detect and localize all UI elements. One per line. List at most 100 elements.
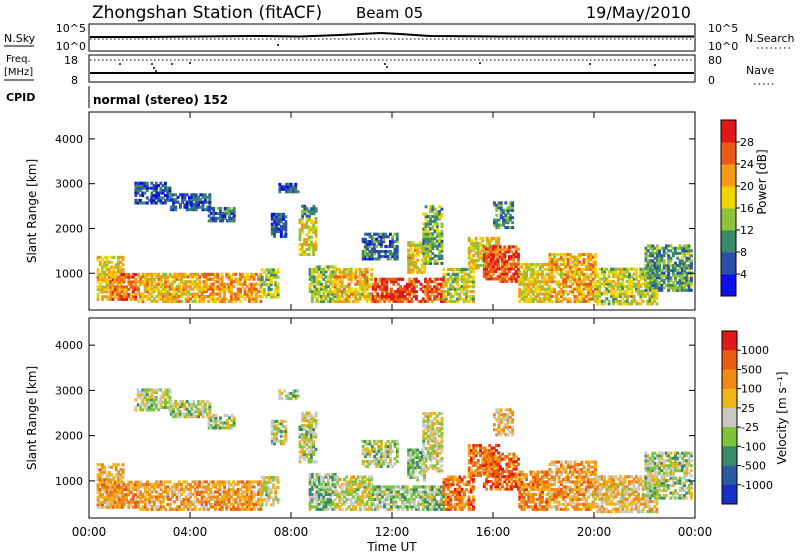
echo-cell: [172, 198, 175, 202]
echo-cell: [401, 287, 405, 291]
echo-cell: [424, 252, 428, 256]
echo-cell: [324, 280, 328, 284]
echo-cell: [619, 277, 622, 281]
echo-cell: [382, 250, 386, 254]
echo-cell: [380, 297, 384, 301]
echo-cell: [166, 388, 170, 392]
echo-cell: [361, 285, 365, 289]
echo-cell: [96, 485, 100, 489]
echo-cell: [495, 254, 498, 258]
echo-cell: [529, 299, 533, 303]
echo-cell: [326, 267, 330, 271]
echo-cell: [116, 505, 119, 509]
echo-cell: [284, 225, 288, 229]
echo-cell: [164, 189, 167, 193]
echo-cell: [326, 478, 330, 482]
echo-cell: [469, 275, 473, 279]
echo-cell: [250, 480, 254, 484]
echo-cell: [582, 297, 586, 301]
velocity-echo-field: [96, 388, 693, 514]
echo-cell: [103, 495, 107, 499]
echo-cell: [172, 200, 175, 204]
echo-cell: [564, 263, 568, 267]
echo-cell: [520, 275, 524, 279]
echo-cell: [198, 290, 202, 294]
echo-cell: [349, 275, 353, 279]
echo-cell: [534, 263, 538, 267]
echo-cell: [98, 480, 102, 484]
echo-cell: [208, 195, 212, 199]
echo-cell: [474, 266, 478, 270]
echo-cell: [148, 487, 152, 491]
echo-cell: [239, 500, 242, 504]
echo-cell: [614, 272, 618, 276]
echo-cell: [644, 246, 648, 250]
echo-cell: [619, 294, 622, 298]
echo-cell: [145, 181, 149, 185]
echo-cell: [403, 290, 407, 294]
echo-cell: [177, 287, 181, 291]
echo-cell: [338, 285, 342, 289]
echo-cell: [418, 241, 422, 245]
echo-cell: [307, 248, 311, 252]
echo-cell: [685, 259, 689, 263]
echo-cell: [522, 285, 526, 289]
echo-cell: [667, 259, 671, 263]
echo-cell: [157, 280, 161, 284]
echo-cell: [161, 201, 165, 205]
echo-cell: [575, 280, 579, 284]
echo-cell: [250, 500, 254, 504]
echo-cell: [282, 419, 286, 423]
echo-cell: [573, 299, 577, 303]
echo-cell: [669, 269, 673, 273]
echo-cell: [269, 270, 273, 274]
echo-cell: [503, 262, 507, 266]
echo-cell: [463, 277, 466, 281]
echo-cell: [600, 267, 604, 271]
echo-cell: [669, 264, 673, 268]
echo-cell: [103, 485, 107, 489]
echo-cell: [358, 292, 362, 296]
echo-cell: [265, 295, 269, 299]
echo-cell: [405, 282, 409, 286]
echo-cell: [137, 272, 140, 276]
echo-cell: [193, 480, 197, 484]
echo-cell: [578, 277, 581, 281]
echo-cell: [152, 184, 156, 188]
echo-cell: [550, 260, 554, 264]
echo-cell: [370, 235, 374, 239]
echo-cell: [285, 394, 289, 398]
echo-cell: [444, 290, 448, 294]
echo-cell: [548, 297, 552, 301]
echo-cell: [465, 280, 469, 284]
echo-cell: [646, 249, 650, 253]
echo-cell: [164, 290, 168, 294]
echo-cell: [116, 488, 119, 492]
echo-cell: [326, 492, 330, 496]
echo-cell: [312, 416, 316, 420]
echo-cell: [368, 285, 371, 289]
echo-cell: [223, 209, 227, 213]
echo-cell: [553, 295, 556, 299]
echo-cell: [426, 237, 430, 241]
echo-cell: [298, 442, 302, 446]
echo-cell: [512, 257, 516, 261]
echo-cell: [300, 223, 304, 227]
echo-cell: [651, 259, 655, 263]
echo-cell: [191, 480, 195, 484]
echo-cell: [625, 297, 629, 301]
echo-cell: [313, 485, 317, 489]
echo-cell: [354, 290, 358, 294]
echo-cell: [175, 275, 179, 279]
echo-cell: [649, 269, 652, 273]
echo-cell: [105, 498, 109, 502]
echo-cell: [603, 284, 606, 288]
echo-cell: [392, 295, 396, 299]
echo-cell: [503, 277, 507, 281]
echo-cell: [197, 402, 200, 406]
echo-cell: [125, 275, 128, 279]
echo-cell: [259, 280, 263, 284]
echo-cell: [303, 212, 307, 216]
echo-cell: [155, 480, 159, 484]
echo-cell: [173, 295, 177, 299]
